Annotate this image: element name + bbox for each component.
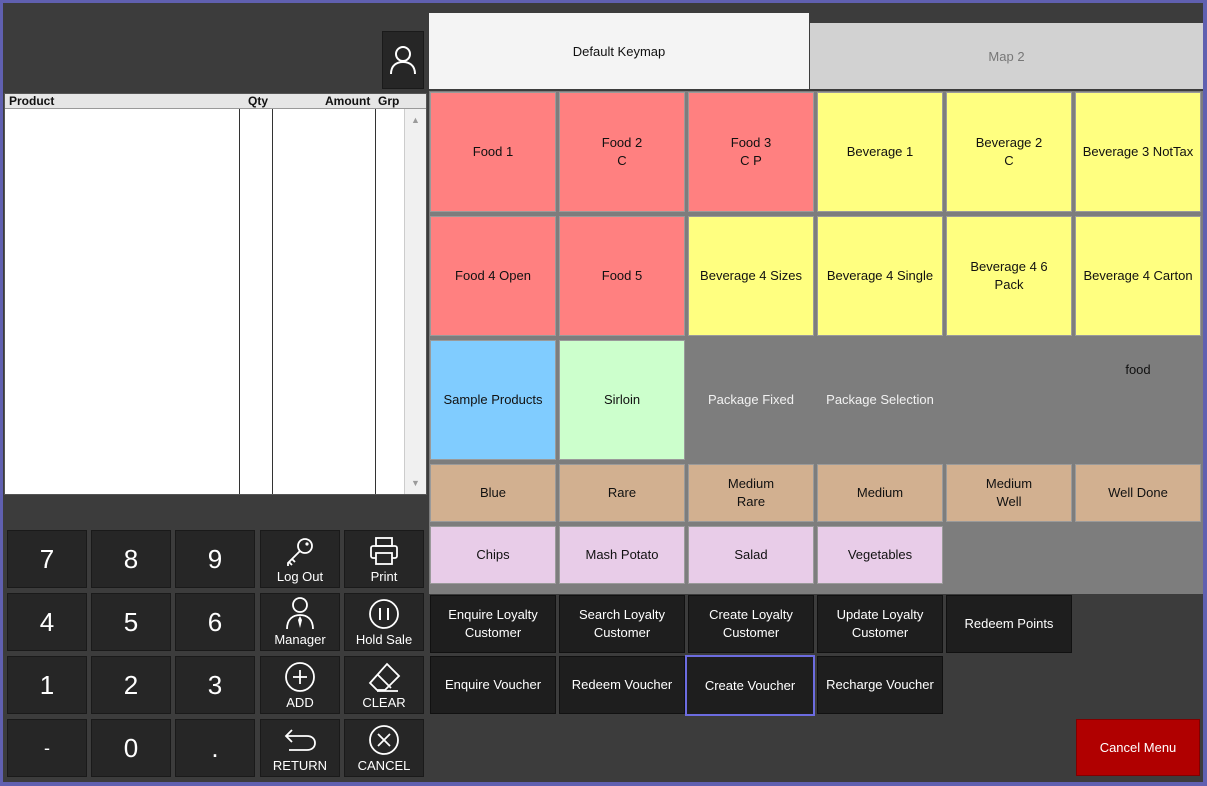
- key-5[interactable]: 5: [91, 593, 171, 651]
- clear-button[interactable]: CLEAR: [344, 656, 424, 714]
- key-4[interactable]: 4: [7, 593, 87, 651]
- add-label: ADD: [286, 695, 314, 710]
- key-food-1[interactable]: Food 1: [430, 92, 556, 212]
- key-sirloin[interactable]: Sirloin: [559, 340, 685, 460]
- logout-label: Log Out: [276, 569, 324, 584]
- create-loyalty-customer-button[interactable]: Create Loyalty Customer: [688, 595, 814, 653]
- key-blue[interactable]: Blue: [430, 464, 556, 522]
- order-grid-header: Product Qty Amount Grp: [5, 94, 426, 109]
- key-package-fixed[interactable]: Package Fixed: [708, 392, 794, 407]
- col-amount: Amount: [325, 94, 371, 108]
- key-minus[interactable]: -: [7, 719, 87, 777]
- key-sample-products[interactable]: Sample Products: [430, 340, 556, 460]
- key-9[interactable]: 9: [175, 530, 255, 588]
- key-beverage-4-single[interactable]: Beverage 4 Single: [817, 216, 943, 336]
- search-loyalty-customer-button[interactable]: Search Loyalty Customer: [559, 595, 685, 653]
- key-7[interactable]: 7: [7, 530, 87, 588]
- key-8[interactable]: 8: [91, 530, 171, 588]
- manager-button[interactable]: Manager: [260, 593, 340, 651]
- manager-icon: [286, 597, 314, 630]
- pause-icon: [369, 599, 399, 629]
- manager-label: Manager: [274, 632, 326, 647]
- add-button[interactable]: ADD: [260, 656, 340, 714]
- left-header-area: [3, 3, 428, 91]
- key-rare[interactable]: Rare: [559, 464, 685, 522]
- key-beverage-1[interactable]: Beverage 1: [817, 92, 943, 212]
- key-food-3[interactable]: Food 3 C P: [688, 92, 814, 212]
- recharge-voucher-button[interactable]: Recharge Voucher: [817, 656, 943, 714]
- plus-circle-icon: [285, 662, 315, 692]
- key-2[interactable]: 2: [91, 656, 171, 714]
- key-food-label[interactable]: food: [1125, 362, 1151, 377]
- key-package-selection[interactable]: Package Selection: [826, 392, 934, 407]
- key-beverage-4-6pack[interactable]: Beverage 4 6 Pack: [946, 216, 1072, 336]
- col-grp: Grp: [378, 94, 400, 108]
- key-chips[interactable]: Chips: [430, 526, 556, 584]
- enquire-voucher-button[interactable]: Enquire Voucher: [430, 656, 556, 714]
- return-button[interactable]: RETURN: [260, 719, 340, 777]
- key-medium-well[interactable]: Medium Well: [946, 464, 1072, 522]
- printer-icon: [370, 537, 398, 565]
- column-divider: [239, 109, 240, 494]
- print-button[interactable]: Print: [344, 530, 424, 588]
- scroll-up-arrow-icon[interactable]: ▲: [411, 115, 420, 125]
- key-medium[interactable]: Medium: [817, 464, 943, 522]
- print-label: Print: [370, 569, 398, 584]
- user-icon: [390, 46, 416, 75]
- create-voucher-button[interactable]: Create Voucher: [685, 655, 815, 716]
- order-grid-scrollbar[interactable]: ▲ ▼: [404, 109, 426, 494]
- pos-window: Product Qty Amount Grp ▲ ▼ 7 8 9 4 5 6 1…: [3, 3, 1203, 782]
- key-well-done[interactable]: Well Done: [1075, 464, 1201, 522]
- key-icon: [287, 538, 313, 566]
- key-food-4[interactable]: Food 4 Open: [430, 216, 556, 336]
- eraser-icon: [368, 662, 401, 692]
- hold-sale-button[interactable]: Hold Sale: [344, 593, 424, 651]
- product-key-panel: [429, 91, 1203, 594]
- redeem-voucher-button[interactable]: Redeem Voucher: [559, 656, 685, 714]
- tab-default-keymap[interactable]: Default Keymap: [429, 13, 809, 89]
- update-loyalty-customer-button[interactable]: Update Loyalty Customer: [817, 595, 943, 653]
- key-food-5[interactable]: Food 5: [559, 216, 685, 336]
- key-mash-potato[interactable]: Mash Potato: [559, 526, 685, 584]
- user-button[interactable]: [382, 31, 424, 89]
- column-divider: [272, 109, 273, 494]
- cancel-button[interactable]: CANCEL: [344, 719, 424, 777]
- key-decimal[interactable]: .: [175, 719, 255, 777]
- return-arrow-icon: [284, 729, 316, 751]
- redeem-points-button[interactable]: Redeem Points: [946, 595, 1072, 653]
- key-3[interactable]: 3: [175, 656, 255, 714]
- key-medium-rare[interactable]: Medium Rare: [688, 464, 814, 522]
- cancel-label: CANCEL: [357, 758, 411, 773]
- scroll-down-arrow-icon[interactable]: ▼: [411, 478, 420, 488]
- clear-label: CLEAR: [362, 695, 406, 710]
- enquire-loyalty-customer-button[interactable]: Enquire Loyalty Customer: [430, 595, 556, 653]
- tab-map-2[interactable]: Map 2: [810, 13, 1203, 89]
- return-label: RETURN: [272, 758, 328, 773]
- key-beverage-2[interactable]: Beverage 2 C: [946, 92, 1072, 212]
- col-product: Product: [9, 94, 55, 108]
- cancel-menu-button[interactable]: Cancel Menu: [1076, 719, 1200, 776]
- key-food-2[interactable]: Food 2 C: [559, 92, 685, 212]
- column-divider: [375, 109, 376, 494]
- key-vegetables[interactable]: Vegetables: [817, 526, 943, 584]
- key-6[interactable]: 6: [175, 593, 255, 651]
- key-beverage-4-carton[interactable]: Beverage 4 Carton: [1075, 216, 1201, 336]
- x-circle-icon: [369, 725, 399, 755]
- key-salad[interactable]: Salad: [688, 526, 814, 584]
- hold-sale-label: Hold Sale: [355, 632, 413, 647]
- key-1[interactable]: 1: [7, 656, 87, 714]
- order-grid[interactable]: Product Qty Amount Grp ▲ ▼: [4, 93, 427, 495]
- col-qty: Qty: [248, 94, 269, 108]
- key-beverage-3[interactable]: Beverage 3 NotTax: [1075, 92, 1201, 212]
- key-beverage-4-sizes[interactable]: Beverage 4 Sizes: [688, 216, 814, 336]
- logout-button[interactable]: Log Out: [260, 530, 340, 588]
- key-0[interactable]: 0: [91, 719, 171, 777]
